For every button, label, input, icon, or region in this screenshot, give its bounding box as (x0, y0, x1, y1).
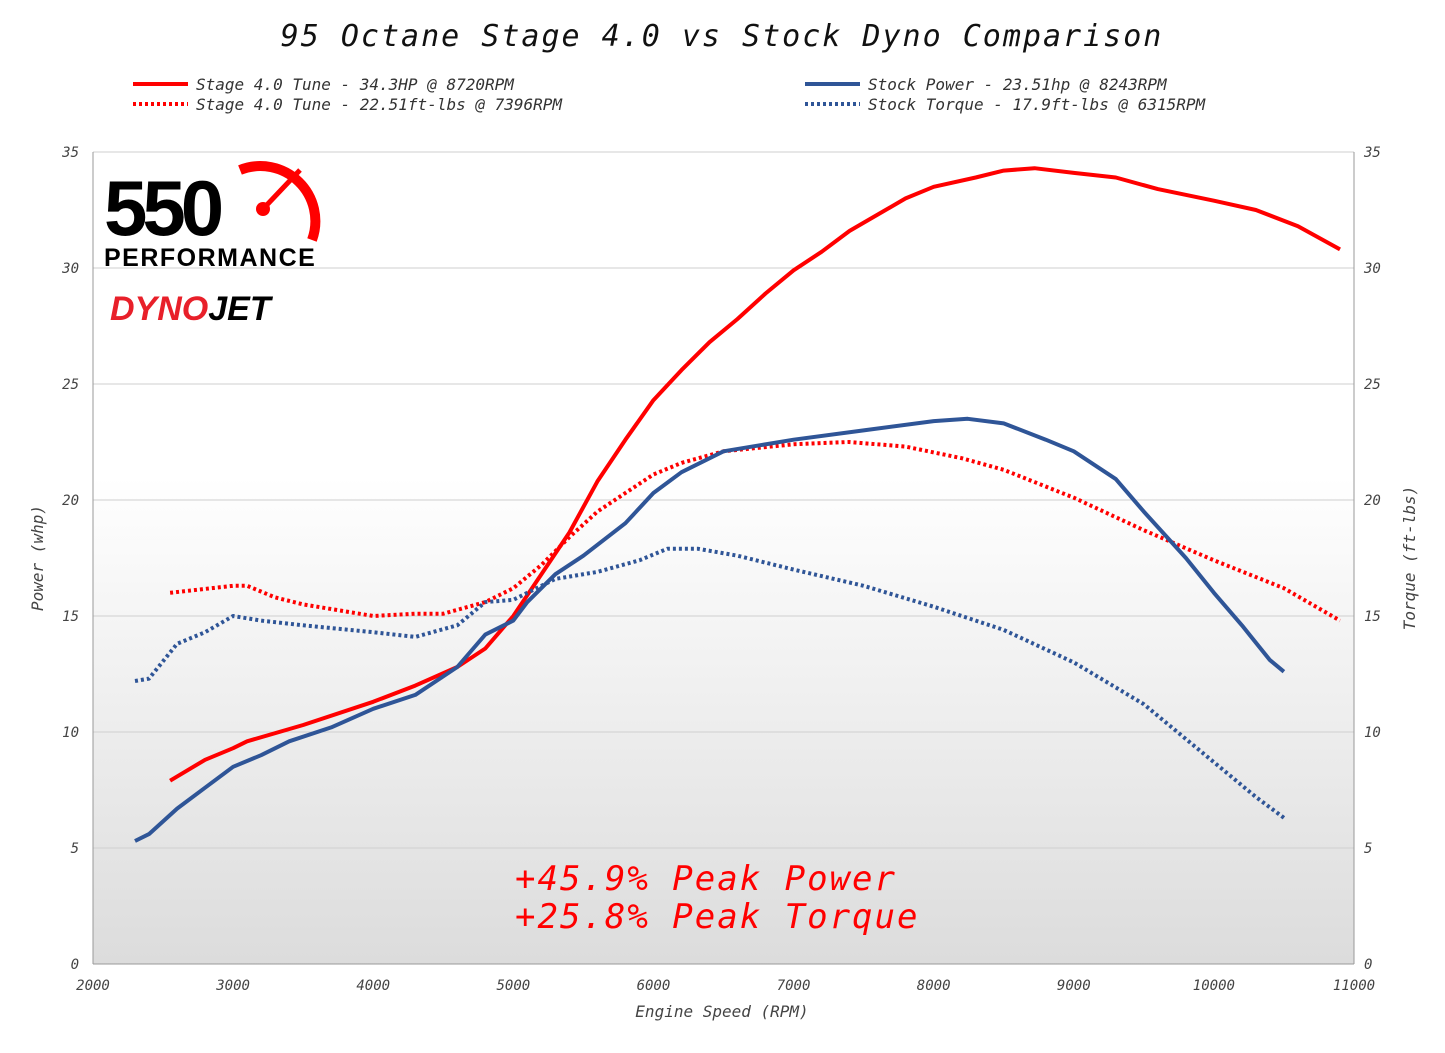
legend-label-0: Stage 4.0 Tune - 34.3HP @ 8720RPM (196, 75, 515, 94)
svg-text:550: 550 (104, 164, 222, 252)
y2-axis-label: Torque (ft-lbs) (1400, 486, 1419, 631)
series-line-2 (134, 416, 1286, 843)
dynojet-logo: DYNOJET (110, 290, 274, 328)
chart-title: 95 Octane Stage 4.0 vs Stock Dyno Compar… (281, 19, 1164, 54)
y-tick-label: 15 (62, 609, 79, 625)
y-tick-label: 35 (61, 145, 79, 161)
x-tick-label: 2000 (76, 978, 110, 994)
series-line-0 (169, 166, 1341, 783)
y-tick-label: 25 (62, 377, 79, 393)
y-tick-label: 20 (62, 493, 79, 509)
x-tick-label: 10000 (1193, 978, 1235, 994)
x-tick-label: 9000 (1057, 978, 1091, 994)
y2-tick-label: 25 (1364, 377, 1381, 393)
x-tick-label: 8000 (917, 978, 951, 994)
legend-label-2: Stock Power - 23.51hp @ 8243RPM (868, 75, 1168, 94)
annotation-power: +45.9% Peak Power (515, 859, 897, 899)
x-tick-label: 7000 (777, 978, 811, 994)
y2-tick-label: 5 (1364, 841, 1372, 857)
svg-text:PERFORMANCE: PERFORMANCE (104, 244, 316, 272)
x-tick-label: 6000 (637, 978, 671, 994)
y2-tick-label: 15 (1364, 609, 1381, 625)
plot-area (93, 152, 1354, 964)
x-tick-label: 5000 (496, 978, 530, 994)
y2-tick-label: 35 (1363, 145, 1381, 161)
legend-label-3: Stock Torque - 17.9ft-lbs @ 6315RPM (868, 95, 1207, 114)
y2-tick-label: 10 (1364, 725, 1381, 741)
y2-tick-label: 20 (1364, 493, 1381, 509)
y-tick-label: 10 (62, 725, 79, 741)
x-axis-label: Engine Speed (RPM) (635, 1002, 808, 1021)
y-axis-label: Power (whp) (28, 505, 47, 611)
y2-tick-label: 30 (1363, 261, 1381, 277)
svg-text:DYNOJET: DYNOJET (110, 290, 274, 328)
legend-label-1: Stage 4.0 Tune - 22.51ft-lbs @ 7396RPM (196, 95, 563, 114)
y-tick-label: 30 (61, 261, 79, 277)
x-tick-label: 4000 (356, 978, 390, 994)
y-tick-label: 0 (71, 957, 79, 973)
x-tick-label: 3000 (215, 978, 250, 994)
series-line-1 (169, 440, 1342, 623)
550-performance-logo: 550 PERFORMANCE (104, 161, 321, 272)
annotation-torque: +25.8% Peak Torque (515, 897, 919, 937)
y2-tick-label: 0 (1364, 957, 1372, 973)
y-tick-label: 5 (71, 841, 79, 857)
x-tick-label: 11000 (1333, 978, 1375, 994)
